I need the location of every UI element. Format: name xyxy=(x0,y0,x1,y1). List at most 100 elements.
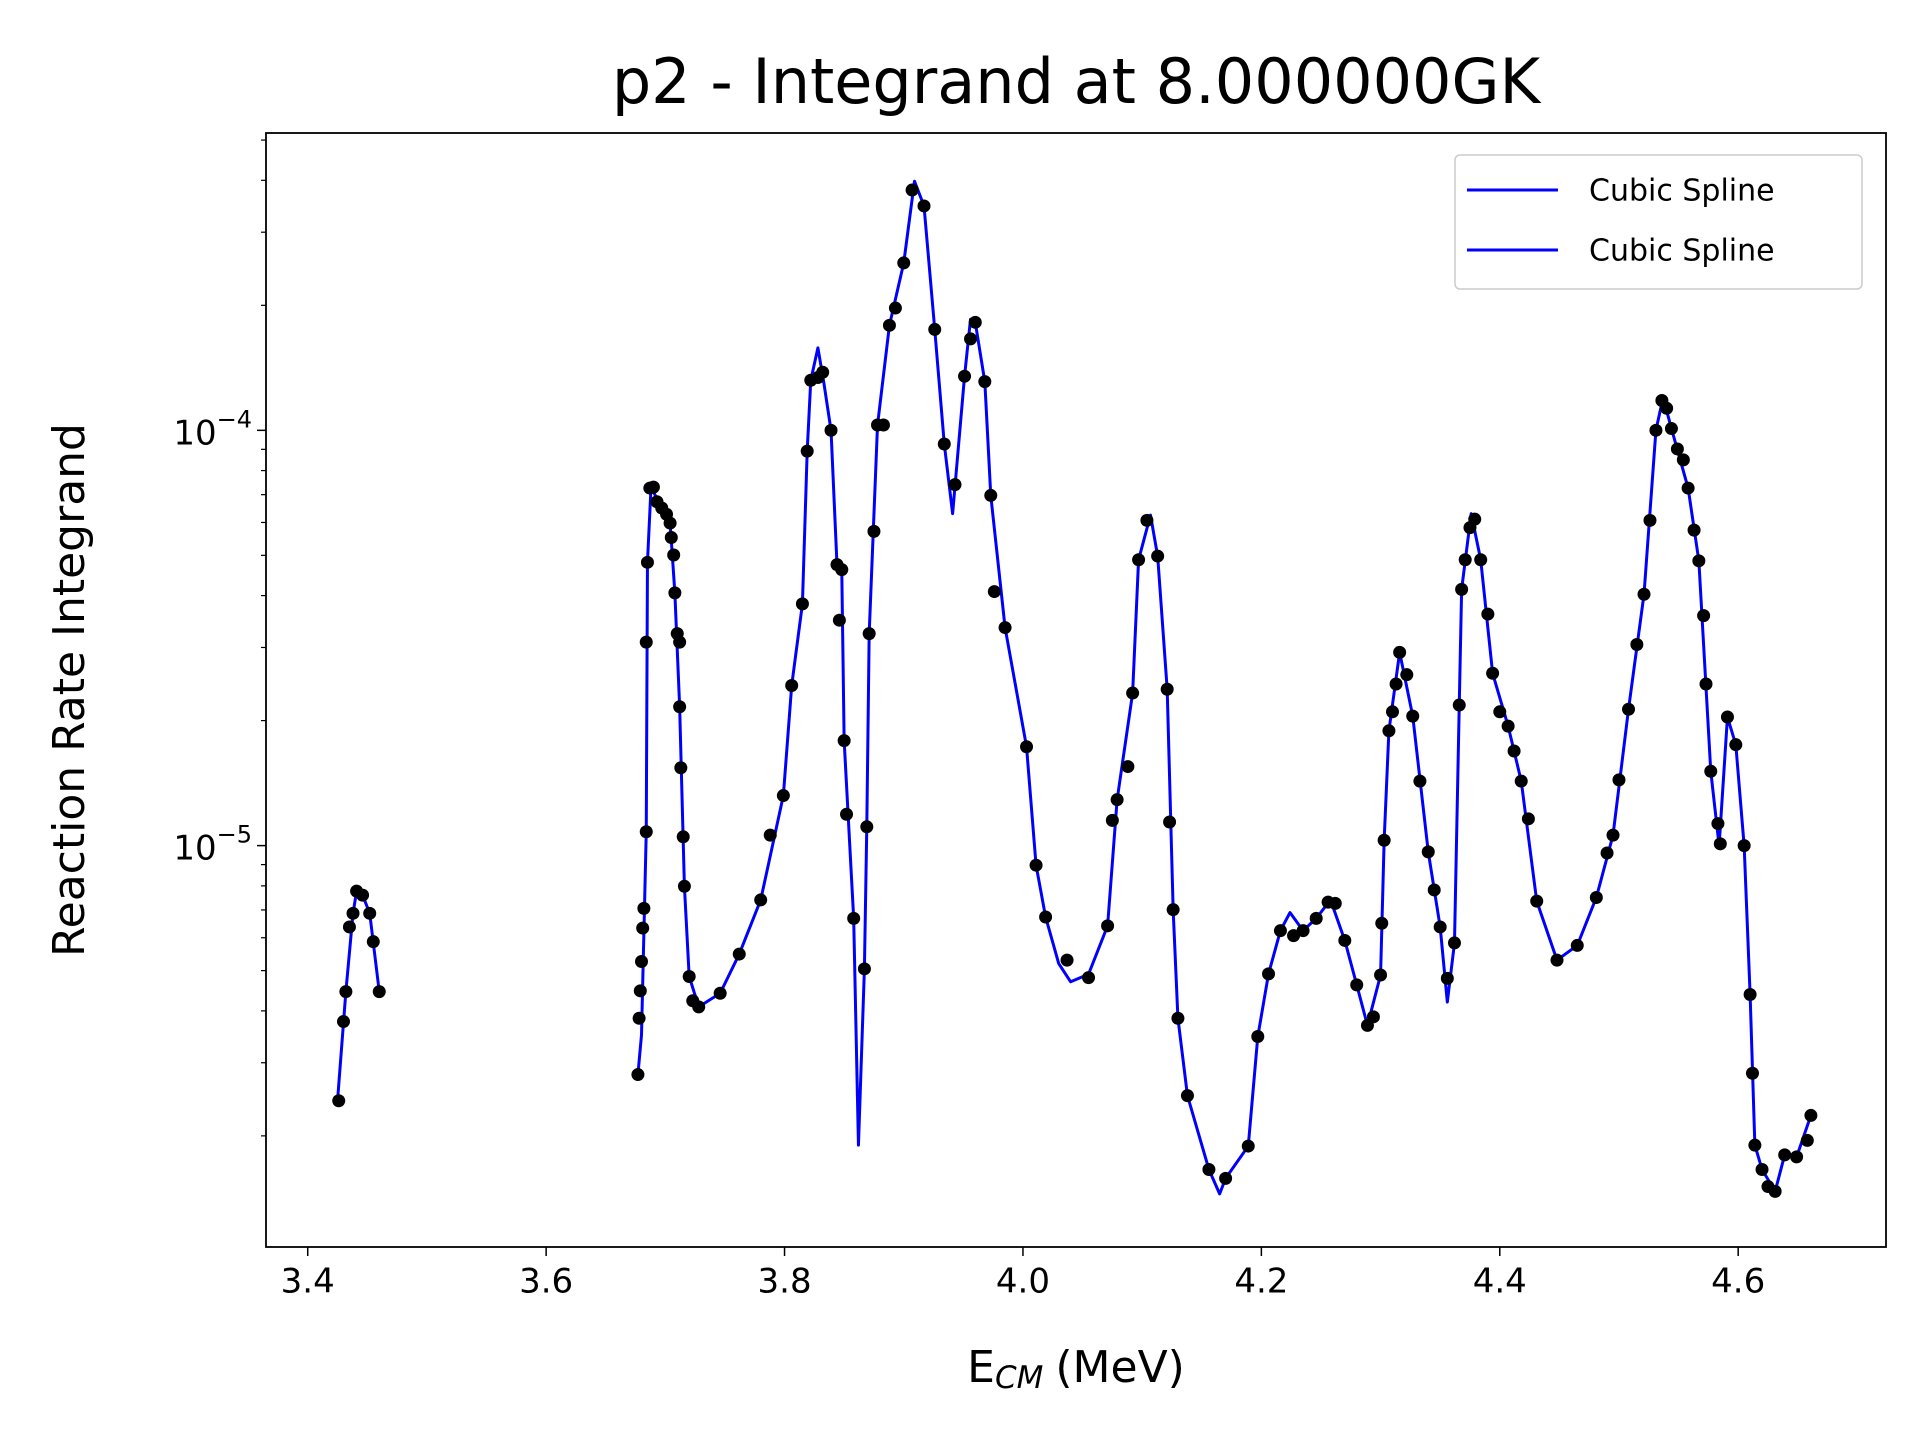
data-point xyxy=(1600,846,1614,860)
data-point xyxy=(1692,554,1706,568)
data-point xyxy=(1101,919,1115,933)
data-point xyxy=(1481,607,1495,621)
data-point xyxy=(1375,916,1389,930)
data-point xyxy=(1804,1108,1818,1122)
data-point xyxy=(346,906,360,920)
data-point xyxy=(637,901,651,915)
data-point xyxy=(1151,549,1165,563)
data-point xyxy=(663,516,677,530)
data-point xyxy=(897,256,911,270)
data-point xyxy=(1606,828,1620,842)
data-point xyxy=(1468,512,1482,526)
data-point xyxy=(1433,920,1447,934)
data-point xyxy=(905,183,919,197)
data-point xyxy=(937,437,951,451)
data-point xyxy=(917,199,931,213)
data-point xyxy=(1670,442,1684,456)
data-point xyxy=(1743,987,1757,1001)
data-point xyxy=(928,322,942,336)
data-point xyxy=(639,635,653,649)
data-point xyxy=(776,789,790,803)
data-point xyxy=(1338,933,1352,947)
legend-label: Cubic Spline xyxy=(1589,234,1775,269)
data-point xyxy=(1251,1029,1265,1043)
data-point xyxy=(1458,553,1472,567)
data-point xyxy=(1699,677,1713,691)
data-point xyxy=(1622,702,1636,716)
data-point xyxy=(795,597,809,611)
data-point xyxy=(1366,1010,1380,1024)
data-point xyxy=(763,828,777,842)
data-point xyxy=(1660,401,1674,415)
data-point xyxy=(673,635,687,649)
data-point xyxy=(1350,978,1364,992)
data-point xyxy=(1643,513,1657,527)
data-point xyxy=(633,984,647,998)
data-point xyxy=(1202,1162,1216,1176)
data-point xyxy=(1377,833,1391,847)
data-point xyxy=(1385,705,1399,719)
data-point xyxy=(336,1015,350,1029)
data-point xyxy=(713,986,727,1000)
data-point xyxy=(1020,740,1034,754)
y-tick-label: 10−4 xyxy=(173,405,252,453)
data-point xyxy=(1737,839,1751,853)
y-tick-exponent: −5 xyxy=(217,821,252,849)
data-point xyxy=(1440,971,1454,985)
data-point xyxy=(998,621,1012,635)
y-axis-label: Reaction Rate Integrand xyxy=(44,423,95,957)
data-point xyxy=(867,524,881,538)
x-tick-label: 3.4 xyxy=(281,1262,335,1302)
data-point xyxy=(1400,668,1414,682)
data-point xyxy=(339,985,353,999)
data-point xyxy=(1589,890,1603,904)
y-tick-label: 10−5 xyxy=(173,821,252,869)
data-point xyxy=(634,954,648,968)
data-point xyxy=(978,375,992,389)
data-point xyxy=(1664,422,1678,436)
data-point xyxy=(1427,883,1441,897)
data-point xyxy=(882,318,896,332)
x-tick-label: 4.4 xyxy=(1473,1262,1527,1302)
data-point xyxy=(1126,686,1140,700)
data-point xyxy=(888,301,902,315)
data-point xyxy=(1790,1150,1804,1164)
y-tick-exponent: −4 xyxy=(217,405,252,433)
data-point xyxy=(1711,817,1725,831)
data-point xyxy=(1530,894,1544,908)
data-point xyxy=(673,700,687,714)
x-tick-label: 3.6 xyxy=(519,1262,573,1302)
y-tick-base: 10 xyxy=(173,828,216,868)
data-point xyxy=(1296,924,1310,938)
x-label-unit: (MeV) xyxy=(1055,1342,1184,1393)
data-point xyxy=(1273,924,1287,938)
data-point xyxy=(1406,709,1420,723)
data-point xyxy=(1486,666,1500,680)
data-point xyxy=(356,888,370,902)
data-point xyxy=(1452,698,1466,712)
data-point xyxy=(816,365,830,379)
data-point xyxy=(639,825,653,839)
data-point xyxy=(1241,1139,1255,1153)
data-point xyxy=(1389,677,1403,691)
data-point xyxy=(646,480,660,494)
data-point xyxy=(1166,903,1180,917)
data-point xyxy=(800,444,814,458)
data-point xyxy=(1060,953,1074,967)
data-point xyxy=(1163,815,1177,829)
data-point xyxy=(636,921,650,935)
data-point xyxy=(1514,774,1528,788)
data-point xyxy=(754,893,768,907)
data-point xyxy=(1713,837,1727,851)
data-point xyxy=(1171,1011,1185,1025)
data-point xyxy=(837,734,851,748)
data-point xyxy=(1778,1148,1792,1162)
data-point xyxy=(1180,1089,1194,1103)
data-point xyxy=(1421,845,1435,859)
data-point xyxy=(1755,1162,1769,1176)
x-tick-label: 4.6 xyxy=(1711,1262,1765,1302)
data-point xyxy=(1676,453,1690,467)
data-point xyxy=(964,332,978,346)
data-point xyxy=(1681,481,1695,495)
